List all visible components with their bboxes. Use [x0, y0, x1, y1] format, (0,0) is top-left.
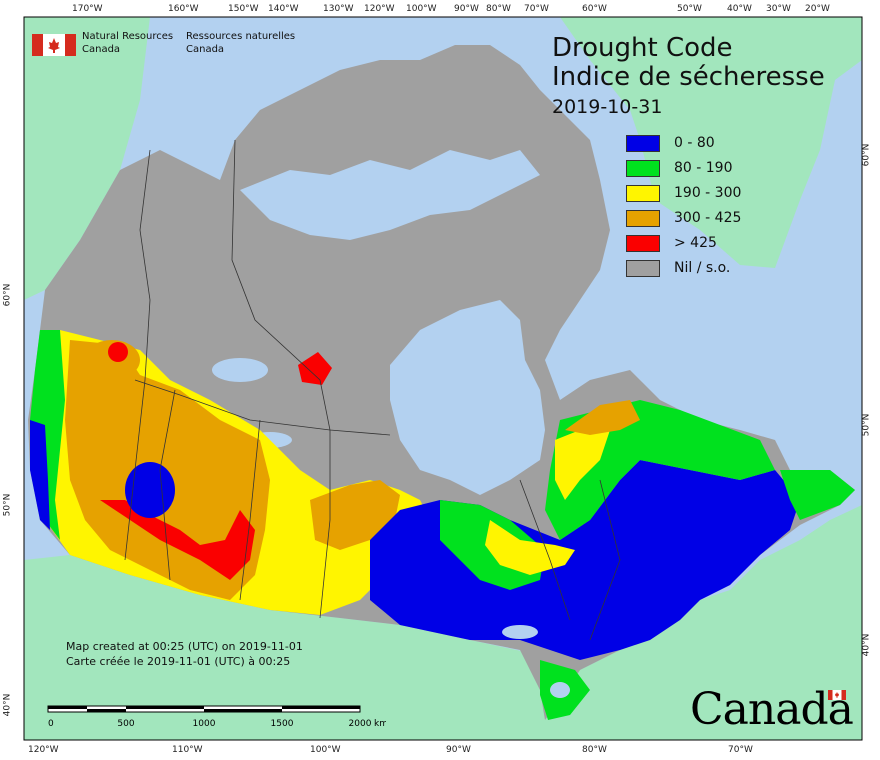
- graticule-label-right: 60°N: [861, 143, 872, 167]
- map-title-en: Drought Code: [552, 33, 733, 63]
- region-300-425-quebec: [565, 400, 640, 435]
- map-date: 2019-10-31: [552, 96, 663, 118]
- graticule-label-top: 60°W: [582, 4, 607, 14]
- canada-flag-icon: [32, 34, 76, 56]
- hudson-bay: [390, 300, 545, 495]
- canada-wordmark: Canada: [690, 684, 854, 736]
- graticule-label-top: 90°W: [454, 4, 479, 14]
- agency-name-fr-line2: Canada: [186, 44, 225, 55]
- legend-label: 0 - 80: [674, 135, 715, 151]
- graticule-label-top: 20°W: [805, 4, 830, 14]
- legend-label: Nil / s.o.: [674, 260, 731, 276]
- scale-tick-label: 1500: [271, 719, 294, 729]
- graticule-label-right: 40°N: [861, 633, 872, 657]
- graticule-label-top: 100°W: [406, 4, 437, 14]
- legend-swatch: [626, 185, 660, 202]
- region-0-80-bc-interior: [125, 462, 175, 518]
- greenland-landmass: [560, 17, 862, 268]
- agency-name-en-line1: Natural Resources: [82, 31, 174, 42]
- lake-superior: [502, 625, 538, 639]
- legend-swatch: [626, 160, 660, 177]
- agency-name-en-line2: Canada: [82, 44, 121, 55]
- graticule-label-top: 170°W: [72, 4, 103, 14]
- legend-label: 80 - 190: [674, 160, 733, 176]
- arctic-channels: [240, 150, 540, 240]
- legend-label: 300 - 425: [674, 210, 742, 226]
- graticule-label-left: 60°N: [2, 283, 13, 307]
- graticule-label-top: 130°W: [323, 4, 354, 14]
- graticule-label-bottom: 100°W: [310, 745, 341, 755]
- graticule-label-left: 50°N: [2, 493, 13, 517]
- credit-created-en: Map created at 00:25 (UTC) on 2019-11-01: [66, 640, 303, 653]
- region-over-425-yukon: [108, 342, 128, 362]
- scale-unit: km: [374, 719, 386, 729]
- graticule-label-top: 80°W: [486, 4, 511, 14]
- map-frame: [23, 16, 863, 741]
- graticule-label-bottom: 80°W: [582, 745, 607, 755]
- scale-tick-label: 0: [48, 719, 54, 729]
- agency-name-en: Natural Resources Canada: [82, 30, 173, 56]
- map-credits: Map created at 00:25 (UTC) on 2019-11-01…: [66, 639, 303, 669]
- region-190-300-quebec: [555, 430, 610, 500]
- graticule-label-left: 40°N: [2, 693, 13, 717]
- legend-swatch: [626, 210, 660, 227]
- scale-labels: 0 500 1000 1500 2000 km: [48, 719, 386, 729]
- graticule-label-top: 160°W: [168, 4, 199, 14]
- region-190-300-james-bay: [485, 520, 575, 575]
- region-80-190-atlantic: [780, 470, 855, 520]
- region-300-425-west: [65, 340, 270, 600]
- graticule-label-top: 120°W: [364, 4, 395, 14]
- provincial-boundaries: [124, 139, 621, 641]
- great-bear-lake: [212, 358, 268, 382]
- usa-landmass: [24, 505, 862, 740]
- graticule-label-top: 150°W: [228, 4, 259, 14]
- lake-huron: [550, 682, 570, 698]
- agency-name-fr: Ressources naturelles Canada: [186, 30, 295, 56]
- legend-label: > 425: [674, 235, 717, 251]
- scale-bar: 0 500 1000 1500 2000 km: [47, 705, 386, 729]
- graticule-label-bottom: 70°W: [728, 745, 753, 755]
- graticule-label-top: 30°W: [766, 4, 791, 14]
- legend-swatch: [626, 260, 660, 277]
- agency-signature: Natural Resources Canada Ressources natu…: [32, 30, 332, 62]
- wordmark-flag-icon: [828, 690, 846, 700]
- graticule-label-top: 40°W: [727, 4, 752, 14]
- graticule-label-top: 70°W: [524, 4, 549, 14]
- region-over-425-nwt: [298, 352, 332, 385]
- legend-label: 190 - 300: [674, 185, 742, 201]
- graticule-label-top: 140°W: [268, 4, 299, 14]
- map-title-fr: Indice de sécheresse: [552, 62, 825, 92]
- scale-tick-label: 500: [117, 719, 134, 729]
- scale-tick-label: 1000: [193, 719, 216, 729]
- graticule-label-right: 50°N: [861, 413, 872, 437]
- region-0-80-bc: [30, 420, 50, 530]
- scale-tick-label: 2000: [349, 719, 372, 729]
- legend-swatch: [626, 135, 660, 152]
- agency-name-fr-line1: Ressources naturelles: [186, 31, 296, 42]
- credit-created-fr: Carte créée le 2019-11-01 (UTC) à 00:25: [66, 655, 291, 668]
- wordmark-text: Canada: [690, 684, 854, 735]
- graticule-label-bottom: 110°W: [172, 745, 203, 755]
- graticule-label-top: 50°W: [677, 4, 702, 14]
- alaska-landmass: [24, 17, 150, 300]
- graticule-label-bottom: 120°W: [28, 745, 59, 755]
- region-over-425-west: [100, 500, 255, 580]
- map-title-block: Drought Code Indice de sécheresse 2019-1…: [552, 34, 825, 120]
- legend-swatch: [626, 235, 660, 252]
- graticule-label-bottom: 90°W: [446, 745, 471, 755]
